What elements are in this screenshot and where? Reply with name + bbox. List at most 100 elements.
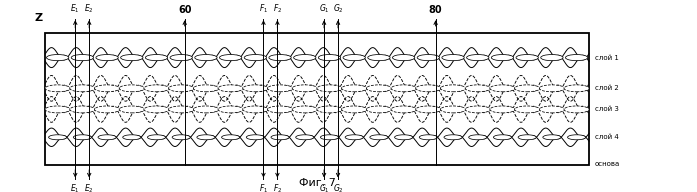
Circle shape: [466, 55, 489, 61]
Circle shape: [98, 135, 116, 140]
Circle shape: [567, 135, 585, 140]
Circle shape: [395, 135, 413, 140]
Circle shape: [490, 106, 515, 113]
Circle shape: [121, 55, 143, 61]
Circle shape: [564, 85, 589, 92]
Text: $G_{1}$: $G_{1}$: [319, 3, 330, 15]
Circle shape: [514, 106, 539, 113]
Circle shape: [441, 106, 466, 113]
Circle shape: [490, 85, 515, 92]
Circle shape: [119, 85, 144, 92]
Circle shape: [292, 85, 317, 92]
Circle shape: [321, 135, 339, 140]
Circle shape: [518, 135, 536, 140]
Circle shape: [539, 85, 565, 92]
Circle shape: [144, 106, 169, 113]
Text: слой 3: слой 3: [595, 106, 618, 113]
Circle shape: [370, 135, 388, 140]
Circle shape: [516, 55, 538, 61]
Circle shape: [170, 55, 192, 61]
Circle shape: [319, 55, 341, 61]
Circle shape: [418, 55, 440, 61]
Circle shape: [465, 106, 490, 113]
Circle shape: [491, 55, 514, 61]
Text: слой 1: слой 1: [595, 55, 618, 61]
Circle shape: [391, 106, 416, 113]
Circle shape: [222, 135, 240, 140]
Circle shape: [246, 135, 264, 140]
Circle shape: [220, 55, 242, 61]
Circle shape: [565, 55, 588, 61]
Circle shape: [367, 106, 392, 113]
Circle shape: [271, 135, 289, 140]
Circle shape: [197, 135, 215, 140]
Circle shape: [420, 135, 438, 140]
Circle shape: [268, 106, 293, 113]
Circle shape: [444, 135, 462, 140]
Circle shape: [73, 135, 91, 140]
Circle shape: [45, 106, 70, 113]
Circle shape: [194, 55, 217, 61]
Text: $E_{1}$: $E_{1}$: [70, 182, 80, 192]
Circle shape: [541, 55, 563, 61]
Circle shape: [317, 85, 342, 92]
Circle shape: [296, 135, 314, 140]
Text: $F_{1}$: $F_{1}$: [259, 182, 268, 192]
Circle shape: [95, 106, 120, 113]
Circle shape: [144, 85, 169, 92]
Text: $E_{1}$: $E_{1}$: [70, 3, 80, 15]
Circle shape: [391, 85, 416, 92]
Circle shape: [71, 55, 93, 61]
Circle shape: [70, 85, 95, 92]
Text: основа: основа: [595, 161, 620, 167]
Circle shape: [193, 106, 218, 113]
Circle shape: [342, 106, 367, 113]
Circle shape: [465, 85, 490, 92]
Circle shape: [172, 135, 190, 140]
Circle shape: [243, 85, 268, 92]
Circle shape: [193, 85, 218, 92]
Text: слой 2: слой 2: [595, 85, 618, 91]
Circle shape: [539, 106, 565, 113]
Circle shape: [70, 106, 95, 113]
Circle shape: [317, 106, 342, 113]
Circle shape: [293, 55, 316, 61]
Circle shape: [514, 85, 539, 92]
Circle shape: [368, 55, 390, 61]
Circle shape: [269, 55, 291, 61]
Circle shape: [342, 85, 367, 92]
Circle shape: [243, 106, 268, 113]
Circle shape: [416, 106, 441, 113]
Text: $F_{2}$: $F_{2}$: [273, 3, 282, 15]
Circle shape: [95, 85, 120, 92]
Circle shape: [392, 55, 415, 61]
Text: $E_{2}$: $E_{2}$: [84, 182, 94, 192]
Circle shape: [441, 85, 466, 92]
Circle shape: [218, 85, 243, 92]
Text: 80: 80: [429, 5, 443, 15]
Circle shape: [493, 135, 512, 140]
Circle shape: [123, 135, 141, 140]
Text: 60: 60: [178, 5, 192, 15]
Circle shape: [169, 106, 194, 113]
Circle shape: [367, 85, 392, 92]
Circle shape: [119, 106, 144, 113]
Circle shape: [244, 55, 266, 61]
Circle shape: [268, 85, 293, 92]
Circle shape: [468, 135, 487, 140]
Circle shape: [416, 85, 441, 92]
Circle shape: [543, 135, 561, 140]
Circle shape: [47, 55, 69, 61]
Text: слой 4: слой 4: [595, 134, 618, 140]
Bar: [45, 33, 589, 165]
Circle shape: [564, 106, 589, 113]
Circle shape: [345, 135, 363, 140]
Text: $E_{2}$: $E_{2}$: [84, 3, 94, 15]
Text: $F_{1}$: $F_{1}$: [259, 3, 268, 15]
Circle shape: [292, 106, 317, 113]
Circle shape: [146, 55, 168, 61]
Circle shape: [169, 85, 194, 92]
Circle shape: [45, 85, 70, 92]
Circle shape: [49, 135, 67, 140]
Circle shape: [442, 55, 464, 61]
